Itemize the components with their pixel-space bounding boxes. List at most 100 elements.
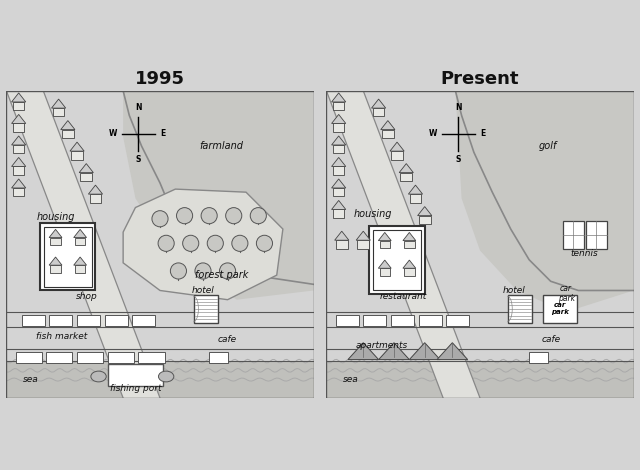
- Bar: [333, 102, 344, 110]
- Bar: [51, 237, 61, 245]
- Circle shape: [158, 235, 174, 251]
- Polygon shape: [74, 229, 86, 237]
- Circle shape: [232, 235, 248, 251]
- Circle shape: [201, 208, 217, 224]
- Bar: [13, 124, 24, 132]
- Bar: [543, 295, 577, 323]
- Bar: [51, 265, 61, 273]
- Bar: [373, 230, 421, 290]
- Polygon shape: [332, 157, 346, 166]
- Circle shape: [195, 263, 211, 279]
- Bar: [380, 241, 390, 248]
- Text: hotel: hotel: [191, 286, 214, 295]
- Bar: [419, 216, 431, 224]
- Polygon shape: [378, 260, 391, 268]
- Text: hotel: hotel: [502, 286, 525, 295]
- Text: car
park: car park: [557, 284, 575, 303]
- Bar: [333, 210, 344, 218]
- Circle shape: [226, 208, 242, 224]
- Bar: [382, 130, 394, 138]
- Bar: [380, 268, 390, 276]
- Text: W: W: [109, 129, 117, 138]
- Bar: [391, 315, 414, 326]
- Text: S: S: [456, 155, 461, 164]
- Bar: [44, 227, 92, 287]
- Polygon shape: [123, 91, 314, 300]
- Bar: [40, 223, 95, 290]
- Bar: [138, 352, 164, 363]
- Bar: [6, 361, 314, 398]
- Text: tennis: tennis: [571, 249, 598, 258]
- Text: forest park: forest park: [195, 270, 248, 280]
- Text: 1995: 1995: [135, 70, 185, 87]
- Bar: [364, 315, 387, 326]
- Bar: [209, 352, 228, 363]
- Polygon shape: [456, 91, 634, 312]
- Bar: [529, 352, 548, 363]
- Bar: [13, 102, 24, 110]
- Text: Present: Present: [441, 70, 519, 87]
- Text: cafe: cafe: [218, 335, 237, 344]
- Text: housing: housing: [353, 209, 392, 219]
- Text: E: E: [480, 129, 485, 138]
- Bar: [333, 188, 344, 196]
- Text: sea: sea: [23, 375, 39, 384]
- Bar: [71, 151, 83, 159]
- Bar: [508, 295, 532, 323]
- Polygon shape: [326, 91, 480, 398]
- Bar: [49, 315, 72, 326]
- Circle shape: [177, 208, 193, 224]
- Bar: [419, 315, 442, 326]
- Bar: [62, 130, 74, 138]
- Bar: [373, 108, 385, 117]
- Bar: [13, 166, 24, 175]
- Polygon shape: [74, 257, 86, 265]
- Text: shop: shop: [76, 292, 97, 301]
- Text: cafe: cafe: [541, 335, 560, 344]
- Bar: [15, 352, 42, 363]
- Bar: [46, 352, 72, 363]
- Bar: [75, 237, 85, 245]
- Text: car
park: car park: [551, 302, 569, 315]
- Bar: [108, 352, 134, 363]
- Polygon shape: [332, 136, 346, 145]
- Text: housing: housing: [36, 212, 75, 222]
- Bar: [563, 221, 584, 249]
- Text: W: W: [429, 129, 437, 138]
- Bar: [358, 240, 369, 249]
- Bar: [326, 361, 634, 398]
- Text: golf: golf: [538, 141, 557, 151]
- Polygon shape: [332, 93, 346, 102]
- Bar: [13, 145, 24, 153]
- Circle shape: [250, 208, 266, 224]
- Bar: [132, 315, 156, 326]
- Bar: [401, 172, 412, 181]
- Polygon shape: [372, 99, 386, 108]
- Polygon shape: [12, 114, 26, 124]
- Polygon shape: [418, 207, 432, 216]
- Polygon shape: [70, 142, 84, 151]
- Bar: [53, 108, 65, 117]
- Bar: [404, 241, 415, 248]
- Bar: [333, 145, 344, 153]
- Ellipse shape: [91, 371, 106, 382]
- Polygon shape: [12, 157, 26, 166]
- Polygon shape: [379, 343, 410, 360]
- Polygon shape: [52, 99, 66, 108]
- Polygon shape: [403, 233, 416, 241]
- Text: fishing port: fishing port: [109, 384, 161, 393]
- Polygon shape: [123, 189, 283, 300]
- Polygon shape: [356, 231, 371, 240]
- Bar: [335, 315, 358, 326]
- Polygon shape: [390, 142, 404, 151]
- Polygon shape: [79, 164, 93, 172]
- Polygon shape: [88, 185, 102, 194]
- Bar: [410, 194, 421, 203]
- Ellipse shape: [159, 371, 174, 382]
- Bar: [194, 295, 218, 323]
- Polygon shape: [332, 179, 346, 188]
- Bar: [369, 226, 425, 294]
- Bar: [333, 124, 344, 132]
- Bar: [81, 172, 92, 181]
- Circle shape: [207, 235, 223, 251]
